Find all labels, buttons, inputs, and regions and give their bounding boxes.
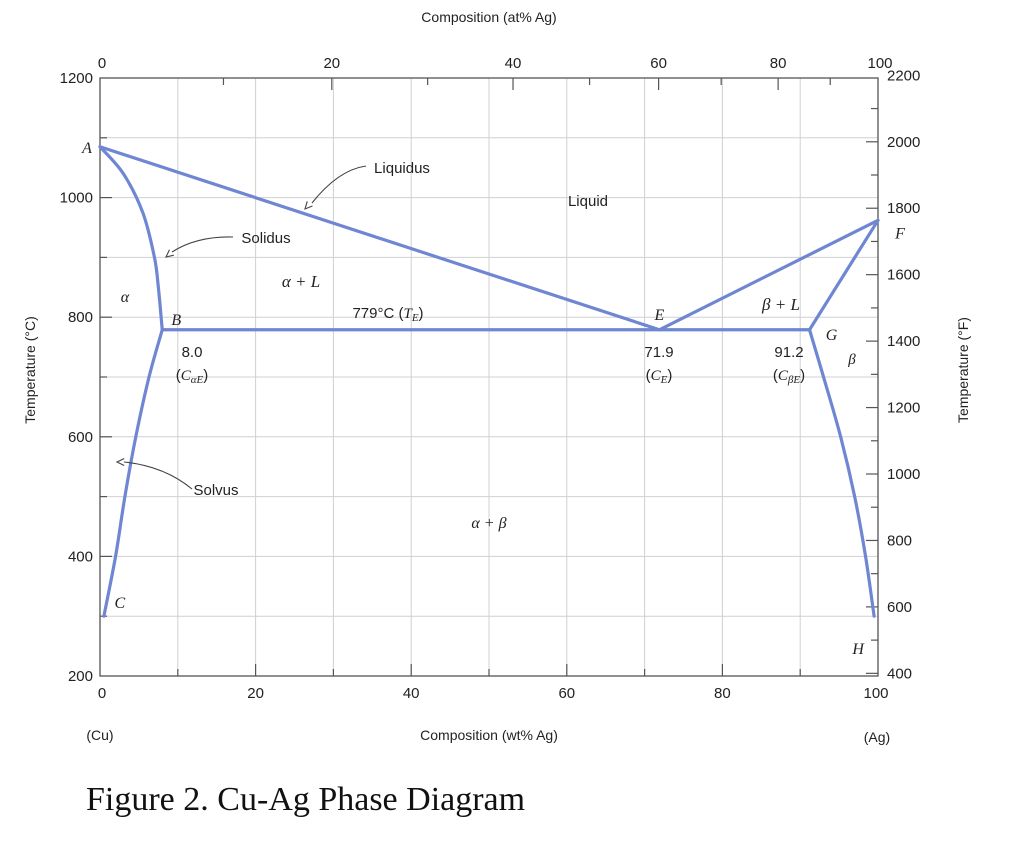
x-top-tick-label: 0 <box>98 55 106 72</box>
point-label-E: E <box>653 307 664 324</box>
label-arrows <box>115 165 367 490</box>
x-top-tick-label: 60 <box>650 55 667 72</box>
figure-caption: Figure 2. Cu-Ag Phase Diagram <box>86 781 525 818</box>
y-right-tick-label: 1000 <box>887 466 920 483</box>
composition-value-2: 91.2 <box>774 344 803 361</box>
arrow-head <box>304 201 313 210</box>
arrow-head <box>115 458 125 466</box>
liquidus-label: Liquidus <box>374 160 430 177</box>
composition-subscript: βE <box>787 374 800 386</box>
solvus-label: Solvus <box>193 482 238 499</box>
y-right-tick-label: 600 <box>887 599 912 616</box>
eutectic-temp-close: ) <box>419 305 424 322</box>
x-top-tick-label: 80 <box>770 55 787 72</box>
y-right-tick-label: 400 <box>887 665 912 682</box>
point-label-G: G <box>826 327 838 344</box>
point-label-H: H <box>851 641 865 658</box>
y-right-tick-label: 1400 <box>887 333 920 350</box>
labels: Composition (at% Ag) Composition (wt% Ag… <box>22 9 971 818</box>
x-bottom-tick-label: 0 <box>98 685 106 702</box>
region-alpha: α <box>121 289 130 306</box>
region-liquid: Liquid <box>568 193 608 210</box>
x-bottom-tick-label: 80 <box>714 685 731 702</box>
x-top-tick-label: 100 <box>867 55 892 72</box>
x-top-tick-label: 20 <box>323 55 340 72</box>
x-top-axis-title: Composition (at% Ag) <box>421 9 556 25</box>
composition-symbol-0: (CαE) <box>176 367 209 386</box>
grid <box>100 78 878 676</box>
point-label-F: F <box>894 225 905 242</box>
composition-close: ) <box>800 367 805 384</box>
composition-subscript: αE <box>191 374 204 386</box>
y-right-tick-label: 2200 <box>887 67 920 84</box>
y-left-tick-label: 200 <box>68 668 93 685</box>
curve-solvus <box>102 328 164 618</box>
region-alpha-beta: α + β <box>471 515 506 532</box>
x-bottom-tick-label: 60 <box>558 685 575 702</box>
y-left-tick-label: 800 <box>68 309 93 326</box>
region-beta: β <box>847 352 856 368</box>
x-bottom-tick-label: 20 <box>247 685 264 702</box>
arrow-head <box>165 249 174 258</box>
composition-symbol: C <box>651 368 662 384</box>
region-alpha-liquid: α + L <box>282 272 320 291</box>
composition-open: ( <box>646 367 651 384</box>
point-label-B: B <box>171 312 181 329</box>
curve--solvus <box>807 328 876 618</box>
composition-value-1: 71.9 <box>644 344 673 361</box>
y-left-tick-label: 400 <box>68 548 93 565</box>
y-right-tick-label: 1600 <box>887 267 920 284</box>
composition-symbol-1: (CE) <box>646 367 673 386</box>
curve-solidus <box>98 145 164 332</box>
y-left-tick-label: 600 <box>68 429 93 446</box>
eutectic-temp-value: 779°C ( <box>352 305 403 322</box>
composition-open: ( <box>773 367 778 384</box>
x-top-tick-label: 40 <box>505 55 522 72</box>
composition-symbol-2: (CβE) <box>773 367 805 386</box>
eutectic-temp-label: 779°C (TE) <box>352 305 423 324</box>
y-left-tick-label: 1200 <box>60 70 93 87</box>
eutectic-temp-subscript: E <box>411 312 419 324</box>
composition-subscript: E <box>660 374 668 386</box>
x-bottom-tick-label: 100 <box>863 685 888 702</box>
y-right-tick-label: 800 <box>887 532 912 549</box>
y-right-tick-label: 1800 <box>887 200 920 217</box>
composition-symbol: C <box>181 368 192 384</box>
phase-curves <box>98 145 880 618</box>
curve--solidus <box>807 218 880 332</box>
composition-value-0: 8.0 <box>182 344 203 361</box>
ag-end-label: (Ag) <box>864 729 890 745</box>
y-right-tick-label: 2000 <box>887 134 920 151</box>
composition-symbol: C <box>778 368 789 384</box>
composition-close: ) <box>203 367 208 384</box>
composition-close: ) <box>667 367 672 384</box>
y-right-axis-title: Temperature (°F) <box>955 317 971 423</box>
region-beta-liquid: β + L <box>761 295 800 314</box>
composition-open: ( <box>176 367 181 384</box>
point-label-C: C <box>115 595 126 612</box>
liquidus-arrow <box>311 165 367 204</box>
y-left-tick-label: 1000 <box>60 190 93 207</box>
y-left-axis-title: Temperature (°C) <box>22 316 38 424</box>
solidus-label: Solidus <box>241 230 290 247</box>
cu-end-label: (Cu) <box>86 727 113 743</box>
eutectic-temp-symbol: T <box>403 306 413 322</box>
x-bottom-axis-title: Composition (wt% Ag) <box>420 727 558 743</box>
x-bottom-tick-label: 40 <box>403 685 420 702</box>
solidus-arrow <box>171 236 234 253</box>
solvus-arrow <box>123 461 193 490</box>
y-right-tick-label: 1200 <box>887 400 920 417</box>
point-label-A: A <box>81 140 92 157</box>
